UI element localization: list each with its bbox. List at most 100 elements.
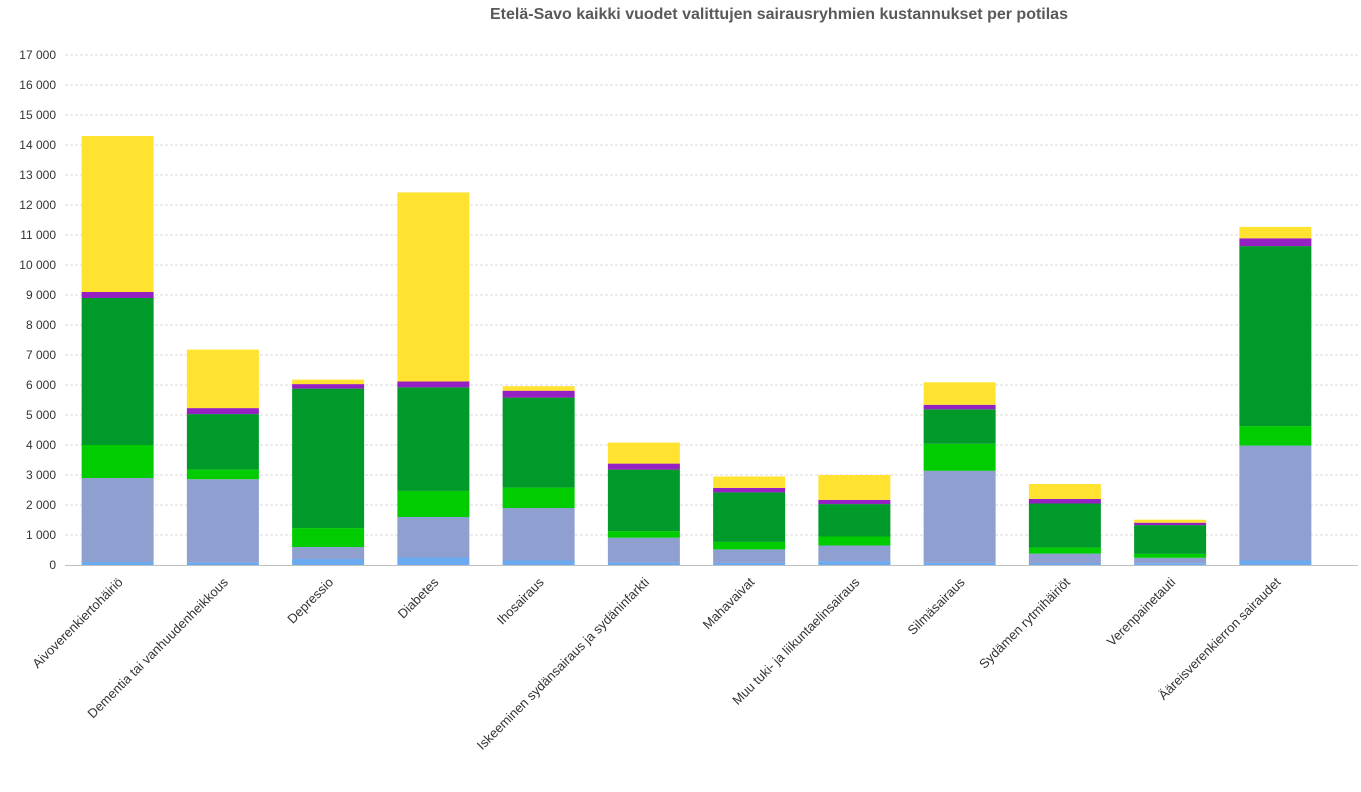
bar-segment — [1239, 560, 1312, 565]
bar-segment — [502, 487, 575, 508]
x-tick-label: Verenpainetauti — [1104, 574, 1179, 649]
bar-segment — [397, 381, 470, 388]
bar-segment — [607, 531, 680, 538]
bar-segment — [1028, 503, 1101, 548]
bar-segment — [1134, 522, 1207, 526]
bar-segment — [397, 557, 470, 565]
bar-segment — [81, 298, 154, 445]
bar-segment — [81, 478, 154, 562]
y-axis-ticks: 0 1 000 2 000 3 000 4 000 5 000 6 000 7 000 8 00… — [19, 48, 56, 572]
x-tick-label: Depressio — [284, 575, 336, 627]
bar-segment — [923, 409, 996, 444]
bar-segment — [81, 445, 154, 478]
bar-segment — [186, 469, 259, 480]
y-tick-label: 17 000 — [19, 48, 56, 62]
bar-segment — [81, 136, 154, 292]
bar-segment — [397, 517, 470, 558]
bar-segment — [1028, 484, 1101, 499]
x-tick-label: Muu tuki- ja liikuntaelinsairaus — [729, 574, 863, 708]
bar-segment — [292, 559, 365, 565]
bar-segment — [186, 414, 259, 470]
bar-segment — [607, 469, 680, 532]
y-tick-label: 5 000 — [26, 408, 56, 422]
bar-segment — [1028, 547, 1101, 554]
x-tick-label: Mahavaivat — [700, 574, 758, 632]
x-tick-label: Ihosairaus — [494, 574, 547, 627]
y-tick-label: 8 000 — [26, 318, 56, 332]
bar-segment — [1239, 238, 1312, 247]
bar-segment — [502, 397, 575, 488]
bar-segment — [292, 547, 365, 559]
bar-segment — [607, 463, 680, 470]
y-tick-label: 9 000 — [26, 288, 56, 302]
bar-segment — [502, 386, 575, 391]
bar-segment — [818, 545, 891, 562]
x-tick-label: Diabetes — [395, 574, 442, 621]
bar-segment — [81, 562, 154, 565]
bar-segment — [1134, 519, 1207, 523]
bar-segment — [502, 508, 575, 561]
bar-segment — [1028, 563, 1101, 565]
bar-segment — [292, 528, 365, 547]
bar-segment — [186, 562, 259, 565]
x-tick-label: Sydämen rytmihäiriöt — [976, 574, 1073, 671]
x-tick-label: Ääreisverenkierron sairaudet — [1155, 574, 1283, 702]
bar-segment — [607, 562, 680, 565]
bar-segment — [713, 476, 786, 488]
bar-segment — [292, 379, 365, 385]
bar-segment — [713, 562, 786, 565]
y-tick-label: 6 000 — [26, 378, 56, 392]
y-tick-label: 12 000 — [19, 198, 56, 212]
x-tick-label: Silmäsairaus — [905, 574, 969, 638]
bar-segment — [1134, 553, 1207, 558]
gridlines — [65, 54, 1358, 536]
bar-segment — [397, 192, 470, 382]
y-tick-label: 2 000 — [26, 498, 56, 512]
y-tick-label: 7 000 — [26, 348, 56, 362]
bar-segment — [186, 349, 259, 409]
bar-segment — [923, 470, 996, 563]
bar-segment — [923, 562, 996, 565]
y-tick-label: 15 000 — [19, 108, 56, 122]
bar-segment — [713, 492, 786, 542]
bar-segment — [292, 388, 365, 529]
y-tick-label: 13 000 — [19, 168, 56, 182]
bar-segment — [923, 443, 996, 471]
y-tick-label: 1 000 — [26, 528, 56, 542]
bar-segment — [818, 504, 891, 537]
bar-segment — [1028, 499, 1101, 504]
bar-segment — [607, 442, 680, 464]
y-tick-label: 4 000 — [26, 438, 56, 452]
bar-segment — [923, 404, 996, 410]
y-tick-label: 3 000 — [26, 468, 56, 482]
chart-title: Etelä-Savo kaikki vuodet valittujen sair… — [490, 6, 1068, 23]
y-tick-label: 14 000 — [19, 138, 56, 152]
bar-segment — [1028, 553, 1101, 564]
bar-segment — [397, 490, 470, 517]
bar-segment — [1134, 525, 1207, 554]
bar-segment — [502, 390, 575, 398]
bar-segment — [502, 560, 575, 565]
y-tick-label: 10 000 — [19, 258, 56, 272]
bar-segment — [397, 387, 470, 491]
x-tick-label: Aivoverenkiertohäiriö — [29, 575, 125, 671]
bar-segment — [1239, 226, 1312, 239]
y-tick-label: 0 — [49, 558, 56, 572]
bar-segment — [818, 561, 891, 565]
bar-segment — [923, 382, 996, 405]
bar-segment — [186, 408, 259, 415]
y-tick-label: 16 000 — [19, 78, 56, 92]
y-tick-label: 11 000 — [20, 228, 56, 242]
bar-segment — [292, 384, 365, 389]
bar-segment — [818, 475, 891, 500]
bar-segment — [1239, 445, 1312, 561]
bar-segment — [1239, 426, 1312, 446]
bar-segment — [713, 487, 786, 493]
bar-segment — [713, 541, 786, 550]
bar-segment — [1239, 246, 1312, 427]
bar-segment — [186, 479, 259, 563]
bar-segment — [818, 499, 891, 505]
bar-segment — [1134, 563, 1207, 565]
